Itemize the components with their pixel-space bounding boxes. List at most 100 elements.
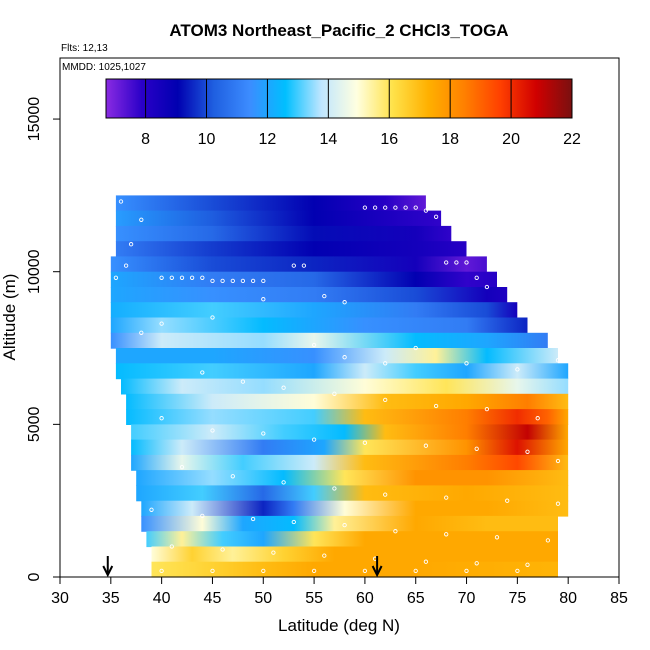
measurement-point: [383, 205, 388, 210]
x-tick-label: 40: [153, 590, 171, 607]
measurement-point: [261, 431, 266, 436]
measurement-point: [362, 440, 368, 445]
heatmap-row: [131, 454, 569, 471]
measurement-point: [291, 263, 296, 268]
measurement-point: [444, 532, 449, 537]
arrow-head: [102, 565, 114, 578]
measurement-point: [250, 278, 256, 284]
date-note: MMDD: 1025,1027: [62, 62, 146, 73]
measurement-point: [545, 538, 551, 543]
measurement-point: [474, 275, 479, 280]
heatmap-row: [115, 241, 467, 258]
measurement-point: [210, 428, 215, 433]
measurement-point: [383, 361, 388, 366]
y-tick-label: 0: [26, 572, 43, 581]
heatmap-row: [110, 332, 548, 349]
x-tick-label: 65: [407, 590, 425, 607]
heatmap-row: [126, 409, 569, 425]
measurement-point: [444, 495, 449, 500]
heatmap-row: [136, 470, 569, 486]
measurement-point: [149, 507, 154, 512]
measurement-point: [179, 464, 185, 470]
measurement-point: [139, 330, 144, 335]
measurement-point: [413, 568, 418, 574]
heatmap-row: [110, 256, 487, 273]
colorbar-tick-label: 8: [141, 131, 150, 148]
colorbar-tick-label: 14: [319, 131, 337, 148]
heatmap-row: [151, 546, 558, 563]
measurement-point: [423, 559, 429, 564]
measurement-point: [250, 516, 256, 522]
measurement-point: [383, 397, 388, 403]
y-tick-label: 10000: [26, 249, 43, 294]
measurement-point: [525, 449, 530, 454]
measurement-point: [230, 278, 235, 284]
measurement-point: [139, 217, 144, 222]
arrow-head: [371, 565, 383, 578]
measurement-point: [189, 275, 195, 280]
measurement-point: [362, 568, 368, 574]
measurement-point: [210, 315, 215, 320]
measurement-point: [535, 416, 540, 421]
measurement-point: [230, 474, 235, 479]
y-axis-label: Altitude (m): [0, 274, 19, 361]
heatmap-row: [131, 439, 569, 456]
measurement-point: [342, 355, 347, 360]
heatmap-row: [110, 317, 528, 334]
measurement-point: [433, 403, 439, 409]
chart-title: ATOM3 Northeast_Pacific_2 CHCl3_TOGA: [169, 21, 508, 40]
measurement-point: [118, 199, 124, 204]
measurement-point: [342, 300, 347, 305]
heatmap-row: [115, 348, 559, 364]
x-tick-label: 45: [204, 590, 222, 607]
measurement-point: [169, 275, 174, 280]
heatmap-row: [110, 271, 498, 288]
measurement-point: [159, 568, 164, 574]
measurement-point: [413, 345, 418, 351]
measurement-point: [261, 568, 266, 574]
measurement-point: [413, 205, 418, 210]
measurement-point: [383, 492, 388, 497]
measurement-point: [210, 278, 215, 284]
measurement-point: [261, 297, 266, 302]
measurement-point: [464, 568, 469, 574]
measurement-point: [291, 519, 296, 525]
measurement-point: [240, 379, 246, 384]
measurement-point: [423, 208, 429, 213]
measurement-point: [322, 293, 327, 299]
colorbar-tick-label: 12: [259, 131, 277, 148]
measurement-point: [484, 284, 490, 290]
measurement-point: [311, 437, 317, 442]
colorbar-tick-label: 10: [198, 131, 216, 148]
measurement-point: [444, 260, 449, 265]
x-tick-label: 60: [356, 590, 374, 607]
measurement-point: [342, 522, 347, 528]
heatmap-field: [110, 195, 569, 578]
y-tick-label: 5000: [26, 406, 43, 442]
measurement-point: [200, 513, 205, 519]
measurement-point: [474, 561, 479, 566]
colorbar-tick-label: 18: [441, 131, 459, 148]
colorbar-tick-label: 20: [502, 131, 520, 148]
measurement-point: [474, 446, 479, 451]
heatmap-row: [115, 195, 426, 212]
measurement-point: [159, 416, 164, 421]
measurement-point: [464, 260, 469, 265]
y-axis: 0 5000 10000 15000: [26, 97, 60, 581]
measurement-point: [555, 501, 561, 506]
plot-frame: [59, 57, 620, 578]
measurement-point: [271, 550, 276, 555]
measurement-point: [423, 443, 429, 448]
x-axis: 30 35 40 45 50 55 60 65 70 75 80 85: [51, 577, 628, 607]
heatmap-row: [151, 561, 558, 578]
colorbar-gradient: [105, 78, 573, 119]
colorbar-tick-label: 22: [563, 131, 581, 148]
heatmap-row: [146, 531, 558, 548]
heatmap-row: [131, 424, 569, 441]
measurement-point: [311, 342, 317, 348]
x-tick-label: 80: [559, 590, 577, 607]
heatmap-row: [141, 500, 569, 517]
measurement-point: [515, 568, 520, 574]
measurement-point: [403, 205, 408, 210]
measurement-point: [515, 367, 520, 372]
